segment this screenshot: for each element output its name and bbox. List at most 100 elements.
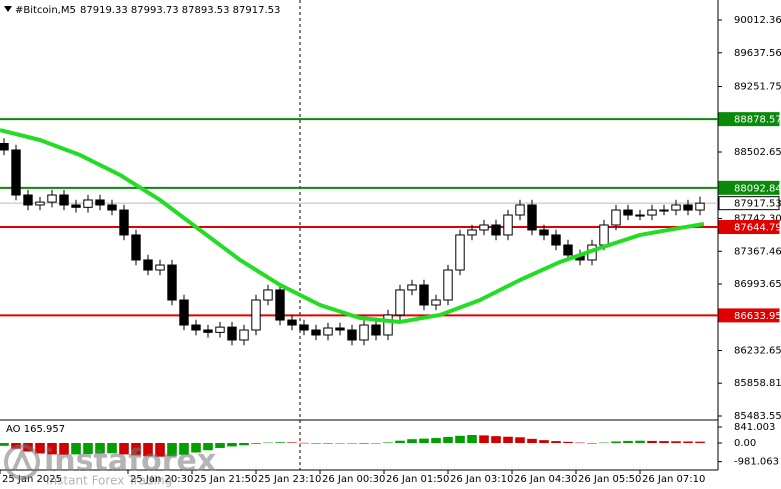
- candle-body: [347, 329, 357, 341]
- level-label-box: [718, 112, 780, 127]
- ao-bar: [119, 443, 129, 455]
- logo-mark: [12, 447, 32, 471]
- y-tick-label: 89251.75: [734, 82, 781, 93]
- candle-body: [599, 224, 609, 246]
- candle-body: [263, 289, 273, 301]
- ao-bar: [491, 436, 501, 444]
- ao-bar: [407, 439, 417, 444]
- ao-bar: [95, 443, 105, 454]
- ao-bar: [659, 441, 669, 444]
- ao-bar: [59, 443, 69, 455]
- candle-body: [143, 259, 153, 271]
- ao-bar: [371, 443, 381, 444]
- ao-bar: [251, 443, 261, 444]
- x-tick-label: 25 Jan 21:50: [194, 474, 257, 485]
- candle-body: [443, 269, 453, 301]
- ao-bar: [671, 441, 681, 444]
- candle-body: [299, 324, 309, 331]
- ao-bar: [695, 441, 705, 444]
- ao-bar: [383, 442, 393, 444]
- candle-body: [371, 324, 381, 336]
- candle-body: [23, 194, 33, 206]
- menu-arrow[interactable]: [4, 6, 12, 12]
- ao-bar: [467, 435, 477, 444]
- ao-bar: [503, 436, 513, 444]
- ao-bar: [395, 440, 405, 444]
- ao-bar: [431, 438, 441, 444]
- candle-body: [515, 204, 525, 216]
- x-tick-label: 25 Jan 2025: [2, 474, 62, 485]
- ao-bar: [515, 437, 525, 444]
- candle-body: [635, 214, 645, 217]
- y-tick-label: 90012.36: [734, 15, 781, 26]
- level-label: 87644.79: [734, 223, 781, 234]
- ao-bar: [83, 443, 93, 455]
- candle-body: [551, 234, 561, 246]
- candle-body: [527, 204, 537, 231]
- ao-bar: [155, 443, 165, 457]
- ao-bar: [455, 435, 465, 444]
- indicator-title: AO 165.957: [6, 424, 65, 435]
- level-label-box: [718, 220, 780, 235]
- ao-bar: [635, 440, 645, 444]
- ao-bar: [35, 443, 45, 454]
- ao-bar: [0, 443, 9, 446]
- level-label-box: [718, 308, 780, 323]
- candle-body: [191, 324, 201, 331]
- candle-body: [407, 284, 417, 291]
- candle-body: [479, 224, 489, 231]
- candle-body: [131, 234, 141, 261]
- x-tick-label: 26 Jan 01:50: [386, 474, 449, 485]
- ao-bar: [479, 435, 489, 444]
- y-tick-label: 85858.81: [734, 378, 781, 389]
- ao-bar: [539, 440, 549, 444]
- ao-bar: [143, 443, 153, 457]
- ao-bar: [71, 443, 81, 455]
- ao-bar: [611, 441, 621, 444]
- ao-bar: [335, 443, 345, 444]
- candle-body: [563, 244, 573, 256]
- candle-body: [671, 204, 681, 211]
- candle-body: [59, 194, 69, 206]
- ao-bar: [287, 442, 297, 444]
- ao-bar: [191, 443, 201, 453]
- ao-bar: [587, 443, 597, 444]
- candle-body: [491, 224, 501, 236]
- candle-body: [431, 299, 441, 306]
- candle-body: [611, 209, 621, 226]
- ao-bar: [107, 443, 117, 454]
- candle-body: [659, 209, 669, 212]
- ao-bar: [575, 442, 585, 444]
- candle-body: [383, 314, 393, 336]
- candle-body: [155, 264, 165, 271]
- ao-bar: [359, 443, 369, 444]
- ao-bar: [623, 440, 633, 444]
- candle-body: [359, 324, 369, 341]
- current-price-label: 87917.53: [734, 199, 781, 210]
- x-tick-label: 26 Jan 00:30: [322, 474, 385, 485]
- candle-body: [107, 204, 117, 211]
- candle-body: [467, 229, 477, 236]
- x-tick-label: 26 Jan 07:10: [642, 474, 705, 485]
- y-tick-label: 86232.65: [734, 345, 781, 356]
- candle-body: [251, 299, 261, 331]
- moving-average: [0, 128, 705, 324]
- candle-body: [335, 327, 345, 331]
- level-label: 88092.84: [734, 183, 781, 194]
- candle-body: [695, 202, 705, 211]
- candle-body: [419, 284, 429, 306]
- ao-bar: [227, 443, 237, 447]
- ao-bar: [683, 441, 693, 444]
- candle-body: [503, 214, 513, 236]
- ao-bar: [599, 442, 609, 444]
- current-price-label-box: [718, 196, 780, 211]
- candle-body: [683, 204, 693, 211]
- candle-body: [539, 229, 549, 236]
- ao-bar: [419, 438, 429, 444]
- candle-body: [83, 199, 93, 208]
- ao-bar: [311, 443, 321, 444]
